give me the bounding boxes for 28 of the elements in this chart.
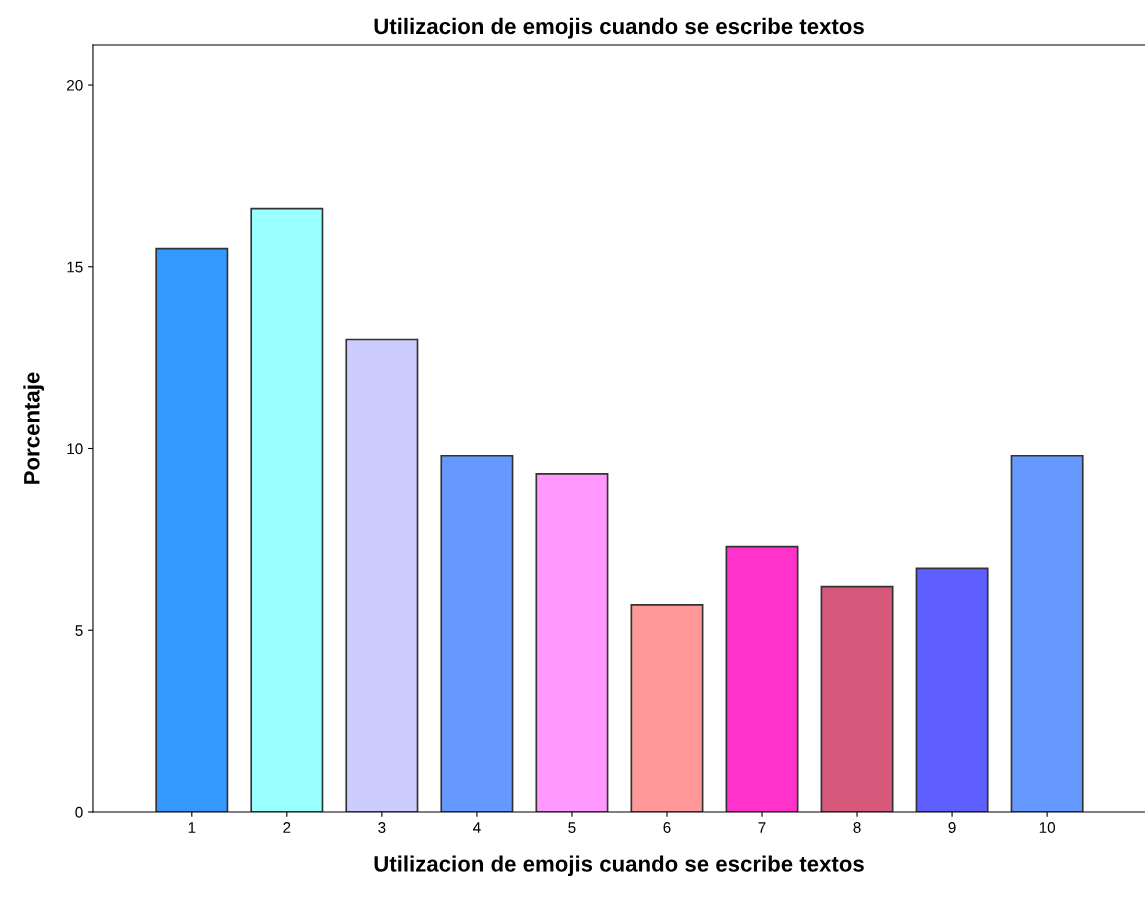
bar xyxy=(535,473,609,812)
y-tick-label: 0 xyxy=(75,806,83,818)
bar xyxy=(725,545,799,812)
x-tick-label: 6 xyxy=(663,822,671,833)
x-tick-label: 3 xyxy=(378,822,386,833)
bar xyxy=(915,567,989,812)
y-tick-label: 10 xyxy=(67,443,83,455)
x-tick-label: 1 xyxy=(188,822,196,833)
bar xyxy=(155,247,229,812)
x-tick-label: 7 xyxy=(758,822,766,833)
y-tick-label: 5 xyxy=(75,625,83,636)
x-tick-label: 5 xyxy=(568,822,576,833)
x-axis-title: Utilizacion de emojis cuando se escribe textos xyxy=(374,855,864,877)
y-tick-label: 20 xyxy=(67,79,83,91)
bar xyxy=(1010,454,1084,812)
bar xyxy=(440,454,514,812)
chart-title: Utilizacion de emojis cuando se escribe textos xyxy=(374,17,864,39)
x-tick-label: 4 xyxy=(473,822,481,833)
bar xyxy=(630,603,704,812)
x-tick-label: 10 xyxy=(1039,822,1056,833)
y-tick-label: 15 xyxy=(67,261,83,273)
x-tick-label: 9 xyxy=(948,822,956,833)
y-axis-title: Porcentaje xyxy=(23,372,45,484)
x-tick-label: 8 xyxy=(853,822,861,833)
bar xyxy=(250,207,324,812)
x-tick-label: 2 xyxy=(283,822,291,833)
bar xyxy=(345,338,419,812)
bar xyxy=(820,585,894,812)
